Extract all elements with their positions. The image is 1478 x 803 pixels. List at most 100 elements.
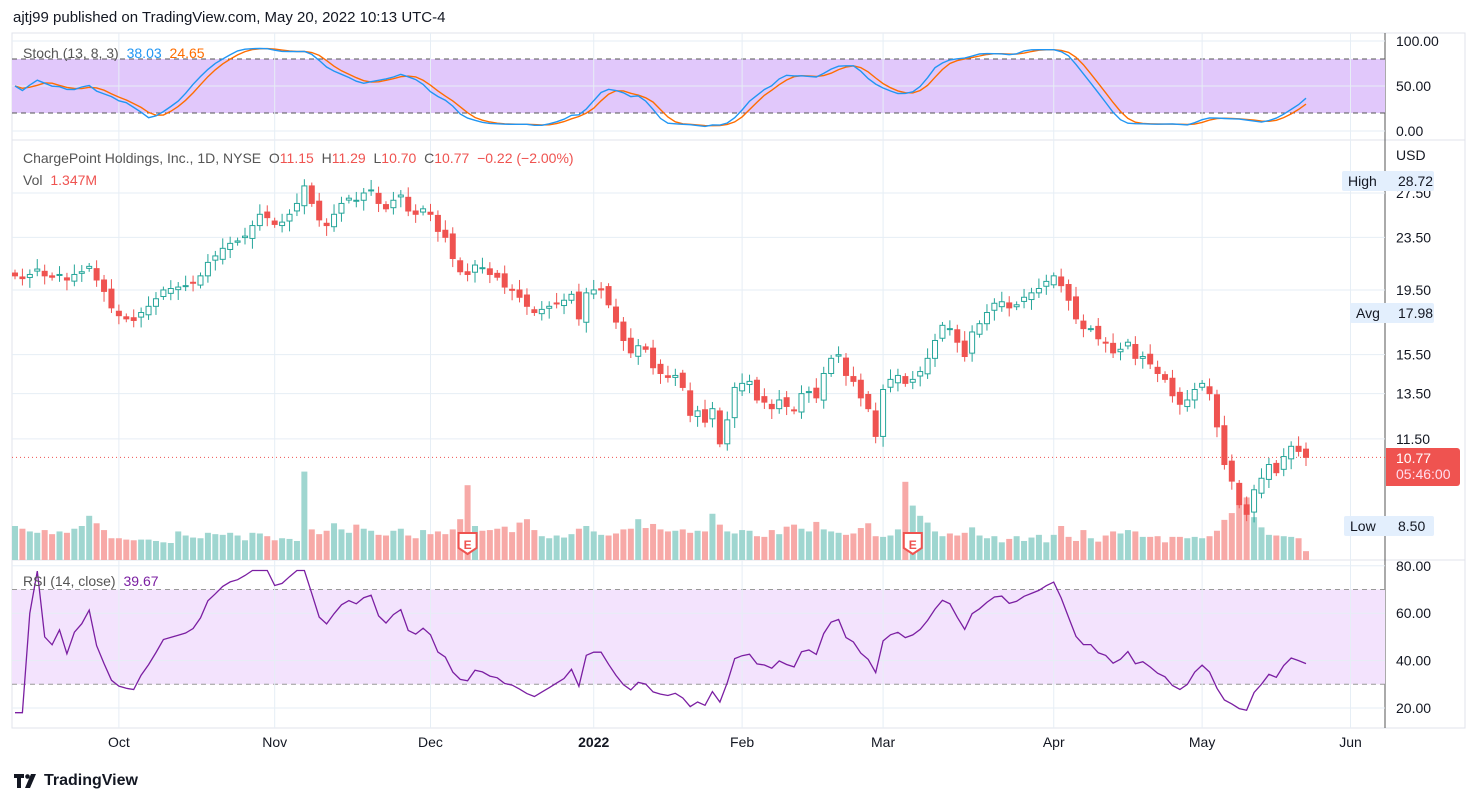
candle-body xyxy=(791,409,798,412)
candle xyxy=(115,304,122,325)
candle-body xyxy=(375,192,382,204)
volume-bar xyxy=(820,529,827,560)
candle xyxy=(657,359,664,384)
candle-body xyxy=(93,268,100,281)
volume-bar xyxy=(175,531,182,560)
candle xyxy=(776,390,783,414)
candle-body xyxy=(516,289,523,298)
candle xyxy=(887,369,894,393)
candle-body xyxy=(323,222,330,227)
volume-bar xyxy=(650,523,657,560)
volume-bar xyxy=(590,531,597,560)
volume-bar xyxy=(731,533,738,560)
volume-bar xyxy=(568,534,575,560)
candle-body xyxy=(1102,341,1109,344)
candle-body xyxy=(464,271,471,275)
candle-body xyxy=(694,410,701,417)
volume-bar xyxy=(561,537,568,560)
volume-bar xyxy=(857,528,864,560)
candle xyxy=(1043,274,1050,295)
candle xyxy=(1102,337,1109,353)
candle-body xyxy=(850,376,857,382)
candle xyxy=(946,320,953,336)
volume-bar xyxy=(1102,535,1109,560)
x-tick-label: Oct xyxy=(108,734,130,750)
candle xyxy=(1058,268,1065,293)
candle xyxy=(1280,448,1287,477)
candle-body xyxy=(1087,328,1094,331)
candle-body xyxy=(983,312,990,325)
stoch-k-line xyxy=(14,47,1307,128)
candle-body xyxy=(219,247,226,260)
candle xyxy=(872,402,879,444)
candle xyxy=(338,196,345,222)
candle xyxy=(969,325,976,362)
candle xyxy=(568,290,575,304)
candle xyxy=(382,201,389,213)
candle-body xyxy=(1124,341,1131,347)
chart-canvas[interactable]: Oct Nov Dec 2022 Feb Mar Apr May Jun 100.00 50.00 0… xyxy=(0,0,1478,770)
volume-bar xyxy=(939,536,946,560)
candle xyxy=(204,254,211,283)
x-tick-label: Dec xyxy=(418,734,443,750)
volume-bar xyxy=(1028,537,1035,560)
tradingview-logo[interactable]: TradingView xyxy=(14,772,138,790)
candle-body xyxy=(19,276,26,280)
candle-body xyxy=(872,410,879,437)
candle xyxy=(316,192,323,227)
volume-bar xyxy=(1050,534,1057,560)
candle xyxy=(345,194,352,204)
candle xyxy=(353,191,360,208)
candle-body xyxy=(605,286,612,306)
candle xyxy=(494,269,501,281)
volume-bar xyxy=(969,527,976,560)
candle-body xyxy=(835,354,842,357)
high-value: 11.29 xyxy=(331,150,366,166)
candle xyxy=(271,217,278,228)
candle-body xyxy=(1169,377,1176,397)
volume-bar xyxy=(1288,536,1295,560)
volume-bar xyxy=(49,534,56,560)
candle xyxy=(152,292,159,315)
volume-bar xyxy=(130,540,137,560)
candle xyxy=(234,237,241,246)
candle-body xyxy=(553,302,560,305)
volume-bar xyxy=(353,524,360,560)
candle xyxy=(650,339,657,375)
volume-bar xyxy=(182,535,189,560)
low-label: L xyxy=(373,150,382,166)
candle-body xyxy=(546,305,553,309)
candle-body xyxy=(753,379,760,401)
candle-body xyxy=(1162,374,1169,380)
x-tick-label: Feb xyxy=(730,734,754,750)
candle xyxy=(1013,301,1020,311)
volume-bar xyxy=(1162,542,1169,560)
avg-tag-label: Avg xyxy=(1356,305,1380,321)
candle xyxy=(857,373,864,407)
volume-bar xyxy=(805,531,812,560)
candle-body xyxy=(1132,343,1139,359)
candle-body xyxy=(382,204,389,210)
rsi-tick-label: 20.00 xyxy=(1396,700,1431,716)
volume-bar xyxy=(494,528,501,560)
candle-body xyxy=(1236,482,1243,506)
candle xyxy=(983,304,990,331)
candle-body xyxy=(49,275,56,278)
candle xyxy=(212,250,219,271)
candle xyxy=(101,274,108,302)
candle xyxy=(1251,484,1258,523)
volume-bar xyxy=(301,471,308,560)
volume-bar xyxy=(1058,526,1065,560)
volume-bar xyxy=(397,528,404,560)
earnings-marker-label: E xyxy=(909,538,917,552)
candle-body xyxy=(227,242,234,250)
candle-body xyxy=(880,388,887,437)
volume-bar xyxy=(627,528,634,560)
volume-bar xyxy=(345,532,352,560)
volume-bar xyxy=(197,538,204,560)
candle-body xyxy=(679,372,686,388)
candle-body xyxy=(405,196,412,212)
volume-bar xyxy=(887,535,894,560)
candle-body xyxy=(739,382,746,392)
candle-body xyxy=(1035,288,1042,294)
